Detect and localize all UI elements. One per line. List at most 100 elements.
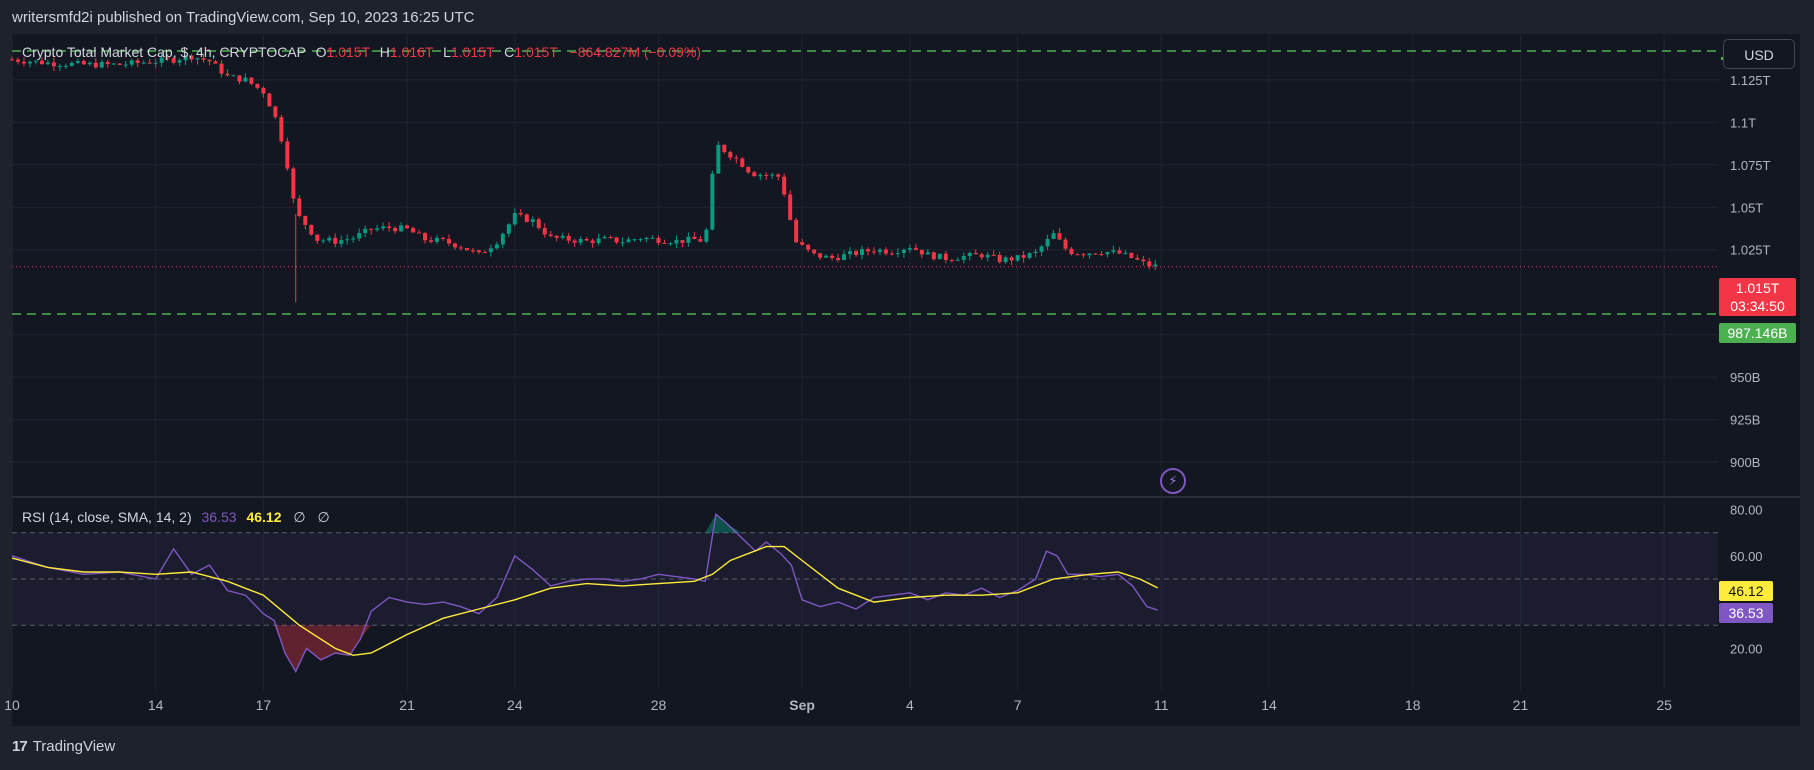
main-legend: Crypto Total Market Cap, $, 4h, CRYPTOCA… — [22, 44, 701, 60]
candle-body — [991, 254, 996, 256]
candle-body — [63, 65, 68, 67]
candle-body — [363, 228, 368, 234]
tradingview-logo[interactable]: 17 TradingView — [12, 738, 115, 755]
time-axis-tick: 4 — [906, 697, 914, 713]
candle-body — [877, 249, 882, 252]
candle-body — [806, 244, 811, 250]
rsi-axis-tick: 20.00 — [1730, 641, 1763, 656]
candle-body — [913, 248, 918, 250]
symbol-description[interactable]: Crypto Total Market Cap, $, 4h, CRYPTOCA… — [22, 44, 306, 60]
candle-body — [572, 240, 577, 243]
candle-body — [1099, 254, 1104, 256]
current-price-label: 1.015T — [1735, 280, 1780, 296]
candle-body — [255, 83, 260, 88]
candle-body — [530, 219, 535, 222]
candle-body — [315, 234, 320, 241]
candle-body — [692, 236, 697, 240]
candle-body — [45, 62, 50, 65]
candle-body — [656, 237, 661, 243]
candle-body — [267, 93, 272, 107]
candle-body — [800, 242, 805, 245]
candle-body — [429, 240, 434, 242]
candle-body — [39, 60, 44, 65]
candle-body — [871, 251, 876, 253]
candle-body — [644, 237, 649, 240]
low-value: 1.015T — [450, 44, 495, 60]
time-axis-tick: 14 — [1261, 697, 1277, 713]
candle-body — [776, 174, 781, 177]
high-value: 1.016T — [389, 44, 434, 60]
candle-body — [369, 228, 374, 230]
candle-body — [464, 248, 469, 251]
candle-body — [1033, 251, 1038, 254]
candle-body — [171, 58, 176, 63]
candle-body — [758, 174, 763, 177]
rsi-band-fill — [12, 532, 1718, 626]
candle-body — [770, 174, 775, 176]
candle-body — [117, 63, 122, 65]
candle-body — [889, 253, 894, 255]
candle-body — [1057, 233, 1062, 240]
candle-body — [602, 237, 607, 239]
candle-body — [554, 235, 559, 238]
candle-body — [818, 253, 823, 258]
candle-body — [997, 255, 1002, 263]
price-axis-tick: 950B — [1730, 370, 1760, 385]
candle-body — [746, 167, 751, 173]
candle-body — [1027, 253, 1032, 258]
candle-body — [560, 235, 565, 238]
currency-button[interactable]: USD — [1723, 39, 1795, 69]
candle-body — [351, 238, 356, 240]
candle-body — [494, 244, 499, 249]
candle-body — [1123, 252, 1128, 254]
candle-body — [895, 253, 900, 255]
candle-body — [500, 233, 505, 245]
candle-body — [949, 260, 954, 262]
candle-body — [219, 63, 224, 74]
candle-body — [15, 59, 20, 62]
price-axis-tick: 1.025T — [1730, 243, 1771, 258]
rsi-ma-tag: 46.12 — [1719, 581, 1773, 601]
candle-body — [943, 253, 948, 261]
candle-body — [860, 249, 865, 255]
chart-area[interactable] — [12, 34, 1800, 726]
candle-body — [327, 237, 332, 241]
candle-body — [411, 228, 416, 233]
candle-body — [590, 240, 595, 244]
candle-body — [321, 240, 326, 242]
candle-body — [153, 62, 158, 64]
candle-body — [794, 219, 799, 243]
time-axis-tick: 21 — [399, 697, 415, 713]
candle-body — [99, 61, 104, 68]
candle-body — [842, 254, 847, 261]
price-axis-tick: 1.125T — [1730, 73, 1771, 88]
candle-body — [955, 259, 960, 261]
candle-body — [931, 252, 936, 260]
rsi-na-2: ∅ — [317, 509, 330, 525]
candle-body — [297, 198, 302, 216]
candle-body — [165, 57, 170, 59]
candle-body — [111, 63, 116, 65]
close-value: 1.015T — [514, 44, 558, 60]
lightning-icon[interactable]: ⚡ — [1160, 468, 1186, 494]
candle-body — [10, 59, 14, 61]
candle-body — [512, 213, 517, 225]
candle-body — [716, 144, 721, 174]
candle-body — [405, 225, 410, 229]
close-label: C — [504, 44, 515, 60]
rsi-title[interactable]: RSI (14, close, SMA, 14, 2) — [22, 509, 192, 525]
candle-body — [261, 87, 266, 94]
candle-body — [1141, 259, 1146, 262]
candle-body — [27, 61, 32, 64]
candle-body — [518, 213, 523, 215]
candle-body — [638, 239, 643, 241]
candle-body — [584, 239, 589, 241]
candle-body — [836, 257, 841, 261]
candle-body — [225, 73, 230, 76]
candle-body — [883, 249, 888, 254]
price-axis-tick: 1.05T — [1730, 200, 1763, 215]
candle-body — [848, 251, 853, 255]
candle-body — [273, 106, 278, 118]
candle-body — [93, 62, 98, 68]
